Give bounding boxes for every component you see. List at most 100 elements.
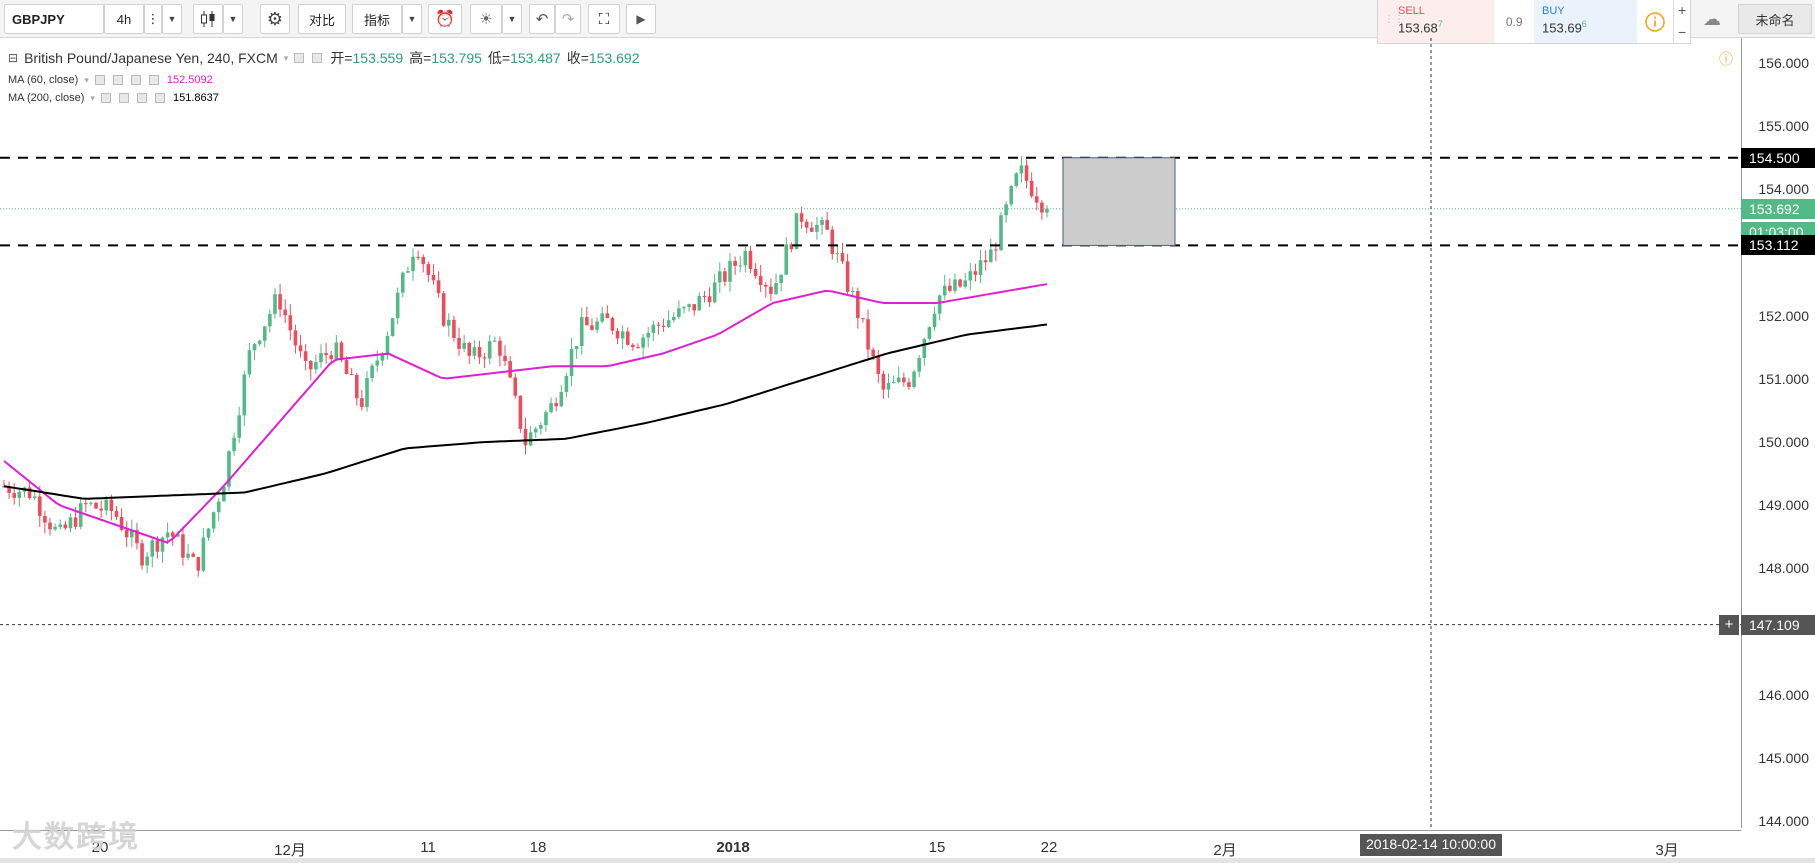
- sell-button[interactable]: ⋮⋮ SELL 153.687: [1378, 0, 1495, 43]
- chart-style-dropdown[interactable]: ▼: [223, 4, 243, 34]
- warning-icon[interactable]: ⓘ: [1719, 51, 1733, 67]
- ma200-legend[interactable]: MA (200, close) ▾ 151.8637: [8, 92, 640, 104]
- candle-body: [314, 362, 318, 370]
- alert-button[interactable]: ⏰: [428, 4, 462, 34]
- undo-button[interactable]: ↶: [529, 4, 555, 34]
- candle-body: [140, 543, 144, 566]
- ma60-legend[interactable]: MA (60, close) ▾ 152.5092: [8, 74, 640, 86]
- info-button[interactable]: [1637, 0, 1673, 43]
- eye-icon[interactable]: [100, 93, 111, 103]
- candle-body: [1034, 196, 1039, 203]
- candle-body: [462, 343, 466, 349]
- caret-down-icon[interactable]: ▾: [283, 52, 289, 63]
- candle-body: [574, 346, 579, 350]
- close-label: 收=: [566, 50, 589, 66]
- settings-mini-icon[interactable]: [312, 53, 323, 63]
- price-axis[interactable]: 156.000 155.000 154.000 152.000 151.000 150.0…: [1741, 38, 1815, 829]
- candle-body: [953, 279, 957, 291]
- fullscreen-button[interactable]: ⛶: [588, 4, 620, 34]
- symbol-title: British Pound/Japanese Yen, 240, FXCM: [24, 50, 278, 66]
- candle-body: [564, 376, 569, 393]
- candle-body: [457, 337, 461, 349]
- price-chart[interactable]: [0, 38, 1741, 828]
- candle-body: [886, 383, 891, 390]
- indicators-dropdown[interactable]: ▼: [402, 4, 422, 34]
- candle-body: [1009, 186, 1014, 205]
- ma200-label: MA (200, close): [8, 92, 85, 104]
- candle-body: [191, 553, 195, 557]
- replay-dropdown[interactable]: ▼: [502, 4, 522, 34]
- watermark-logo: 大数跨境: [12, 821, 140, 854]
- compare-button[interactable]: 对比: [298, 4, 346, 34]
- candle-body: [416, 256, 420, 258]
- candle-body: [876, 356, 881, 374]
- candle-body: [360, 398, 364, 408]
- redo-button[interactable]: ↷: [555, 4, 581, 34]
- buy-price: 153.696: [1542, 19, 1587, 36]
- caret-down-icon: ▾: [90, 92, 95, 103]
- fullscreen-icon: ⛶: [598, 10, 610, 28]
- candle-body: [758, 276, 763, 286]
- minus-button[interactable]: −: [1677, 23, 1687, 40]
- candle-body: [702, 295, 707, 297]
- candle-body: [717, 271, 722, 283]
- candle-body: [728, 260, 732, 282]
- symbol-search-input[interactable]: GBPJPY: [4, 4, 104, 34]
- time-tick-label: 15: [928, 839, 946, 856]
- candle-body: [753, 268, 758, 277]
- settings-mini-icon[interactable]: [112, 75, 123, 85]
- gear-icon: ⚙: [266, 8, 284, 29]
- candle-body: [303, 351, 308, 361]
- resistance-price-tag: 154.500: [1741, 147, 1815, 168]
- candle-body: [748, 250, 753, 269]
- plus-button[interactable]: +: [1677, 2, 1687, 18]
- candle-body: [774, 283, 778, 294]
- time-tick-label: 18: [529, 839, 547, 856]
- candle-body: [651, 324, 656, 333]
- time-axis[interactable]: 3月 2月 22 15 2018 18 11 12月 20 2018-02-14 10:00:0…: [0, 830, 1741, 863]
- cloud-save-button[interactable]: ☁: [1692, 4, 1732, 34]
- interval-selector[interactable]: 4h: [104, 4, 144, 34]
- eye-icon[interactable]: [94, 75, 105, 85]
- close-icon[interactable]: [148, 75, 159, 85]
- candle-body: [375, 360, 380, 366]
- candle-body: [610, 318, 615, 331]
- candle-body: [646, 332, 651, 338]
- candle-body: [942, 285, 947, 296]
- candle-body: [365, 377, 369, 408]
- indicators-button[interactable]: 指标: [352, 4, 402, 34]
- candle-body: [181, 534, 185, 558]
- add-icon[interactable]: [130, 75, 141, 85]
- candle-body: [196, 556, 201, 571]
- candle-body: [549, 403, 553, 413]
- play-button[interactable]: ▶: [626, 4, 656, 34]
- layout-name-button[interactable]: 未命名: [1738, 4, 1812, 34]
- candle-body: [712, 282, 717, 303]
- quantity-stepper[interactable]: + −: [1673, 0, 1690, 43]
- interval-dropdown-button[interactable]: ▼: [162, 4, 182, 34]
- settings-button[interactable]: ⚙: [260, 4, 290, 34]
- candle-body: [411, 256, 415, 272]
- chart-style-button[interactable]: [193, 4, 223, 34]
- close-icon[interactable]: [154, 93, 165, 103]
- cloud-icon: ☁: [1703, 8, 1721, 29]
- eye-icon[interactable]: [294, 53, 305, 63]
- info-icon: [1645, 11, 1666, 32]
- drag-handle-icon[interactable]: ⋮⋮: [1384, 14, 1404, 25]
- high-label: 高=: [409, 50, 432, 66]
- interval-menu-button[interactable]: ⋮: [144, 4, 162, 34]
- bottom-scrollbar[interactable]: [0, 858, 1815, 863]
- candle-body: [539, 425, 543, 429]
- replay-button[interactable]: ☀: [470, 4, 502, 34]
- candle-body: [498, 340, 502, 356]
- collapse-icon[interactable]: ⊟: [8, 51, 19, 65]
- settings-mini-icon[interactable]: [118, 93, 129, 103]
- undo-icon: ↶: [535, 11, 549, 28]
- add-alert-plus-button[interactable]: +: [1719, 614, 1739, 635]
- add-icon[interactable]: [136, 93, 147, 103]
- candle-body: [165, 532, 170, 538]
- buy-button[interactable]: BUY 153.696: [1534, 0, 1638, 43]
- candle-body: [308, 360, 313, 370]
- candle-body: [94, 502, 98, 509]
- candle-body: [247, 350, 252, 375]
